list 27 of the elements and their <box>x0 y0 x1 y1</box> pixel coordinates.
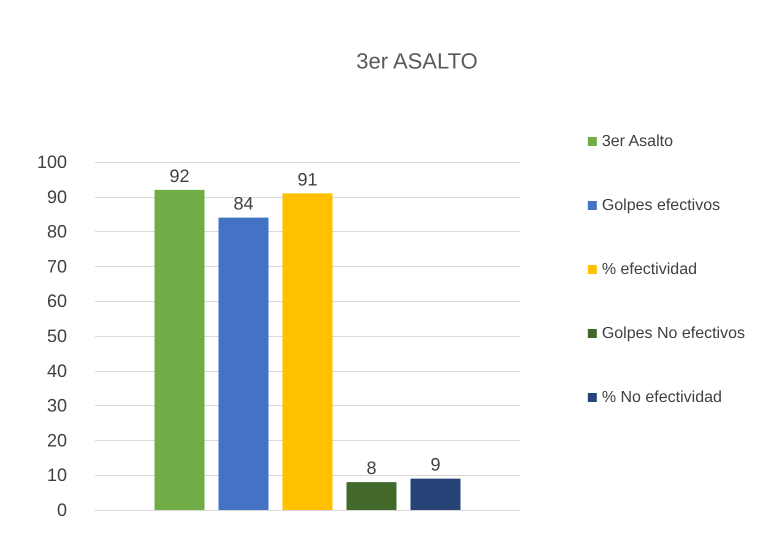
y-tick-label: 70 <box>46 256 67 276</box>
legend-label: % efectividad <box>602 261 697 278</box>
data-label: 84 <box>233 194 254 214</box>
bar <box>154 190 204 510</box>
y-tick-label: 20 <box>46 430 67 450</box>
y-tick-label: 80 <box>46 222 67 242</box>
y-tick-label: 90 <box>46 186 67 207</box>
data-label: 91 <box>297 169 318 190</box>
y-tick-label: 40 <box>46 360 67 381</box>
bar <box>218 218 268 510</box>
legend-label: Golpes efectivos <box>602 197 720 214</box>
legend-label: % No efectividad <box>602 389 722 406</box>
y-tick-label: 10 <box>46 465 67 486</box>
data-label: 8 <box>366 458 377 478</box>
y-tick-label: 100 <box>36 152 67 172</box>
legend-label: 3er Asalto <box>602 133 674 150</box>
data-label: 92 <box>169 166 190 186</box>
data-label: 9 <box>430 454 441 475</box>
y-tick-label: 60 <box>46 291 67 312</box>
legend-label: Golpes No efectivos <box>602 325 746 342</box>
bar <box>410 478 460 510</box>
bar <box>346 482 396 510</box>
y-tick-label: 30 <box>46 396 67 416</box>
chart-title: 3er ASALTO <box>356 48 478 74</box>
y-tick-label: 50 <box>46 326 67 346</box>
bar <box>282 193 332 510</box>
y-tick-label: 0 <box>56 500 67 520</box>
